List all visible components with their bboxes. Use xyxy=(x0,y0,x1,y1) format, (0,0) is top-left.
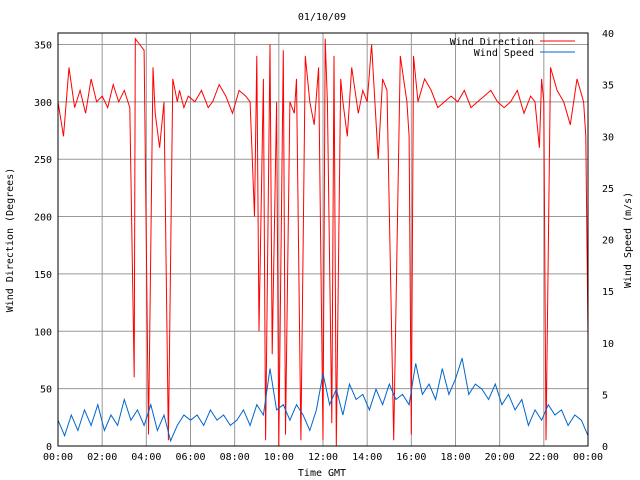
y-axis-right-label: Wind Speed (m/s) xyxy=(623,192,634,288)
x-tick-label: 02:00 xyxy=(87,452,117,463)
wind-direction-line xyxy=(57,37,589,447)
tick-labels: 00:00 02:00 04:00 06:00 08:00 10:00 12:00 14:00… xyxy=(34,29,614,463)
legend-direction-label: Wind Direction xyxy=(450,37,534,48)
y-right-tick-label: 25 xyxy=(602,184,614,195)
y-right-tick-label: 5 xyxy=(602,390,608,401)
legend-speed-label: Wind Speed xyxy=(474,48,534,59)
y-right-tick-label: 30 xyxy=(602,132,614,143)
y-right-tick-label: 20 xyxy=(602,236,614,247)
y-axis-left-label: Wind Direction (Degrees) xyxy=(5,168,16,313)
x-tick-label: 22:00 xyxy=(529,452,559,463)
x-tick-label: 00:00 xyxy=(573,452,603,463)
y-right-tick-label: 15 xyxy=(602,287,614,298)
x-tick-label: 18:00 xyxy=(440,452,470,463)
y-left-tick-label: 150 xyxy=(34,270,52,281)
wind-speed-line xyxy=(57,358,589,443)
chart-title: 01/10/09 xyxy=(298,12,346,23)
y-left-tick-label: 0 xyxy=(46,442,52,453)
x-tick-label: 08:00 xyxy=(220,452,250,463)
x-tick-label: 16:00 xyxy=(396,452,426,463)
y-right-tick-label: 0 xyxy=(602,442,608,453)
x-tick-label: 10:00 xyxy=(264,452,294,463)
x-axis-label: Time GMT xyxy=(298,468,346,479)
y-right-tick-label: 10 xyxy=(602,339,614,350)
legend: Wind Direction Wind Speed xyxy=(450,37,575,59)
y-left-tick-label: 300 xyxy=(34,98,52,109)
y-left-tick-label: 250 xyxy=(34,155,52,166)
y-right-tick-label: 35 xyxy=(602,81,614,92)
series-lines xyxy=(57,37,589,447)
y-left-tick-label: 100 xyxy=(34,327,52,338)
y-left-tick-label: 200 xyxy=(34,213,52,224)
x-tick-label: 00:00 xyxy=(43,452,73,463)
x-tick-label: 06:00 xyxy=(175,452,205,463)
x-tick-label: 04:00 xyxy=(131,452,161,463)
y-left-tick-label: 50 xyxy=(40,385,52,396)
x-tick-label: 14:00 xyxy=(352,452,382,463)
x-tick-label: 12:00 xyxy=(308,452,338,463)
y-left-tick-label: 350 xyxy=(34,40,52,51)
plot-frame xyxy=(57,32,589,447)
y-right-tick-label: 40 xyxy=(602,29,614,40)
x-tick-label: 20:00 xyxy=(485,452,515,463)
